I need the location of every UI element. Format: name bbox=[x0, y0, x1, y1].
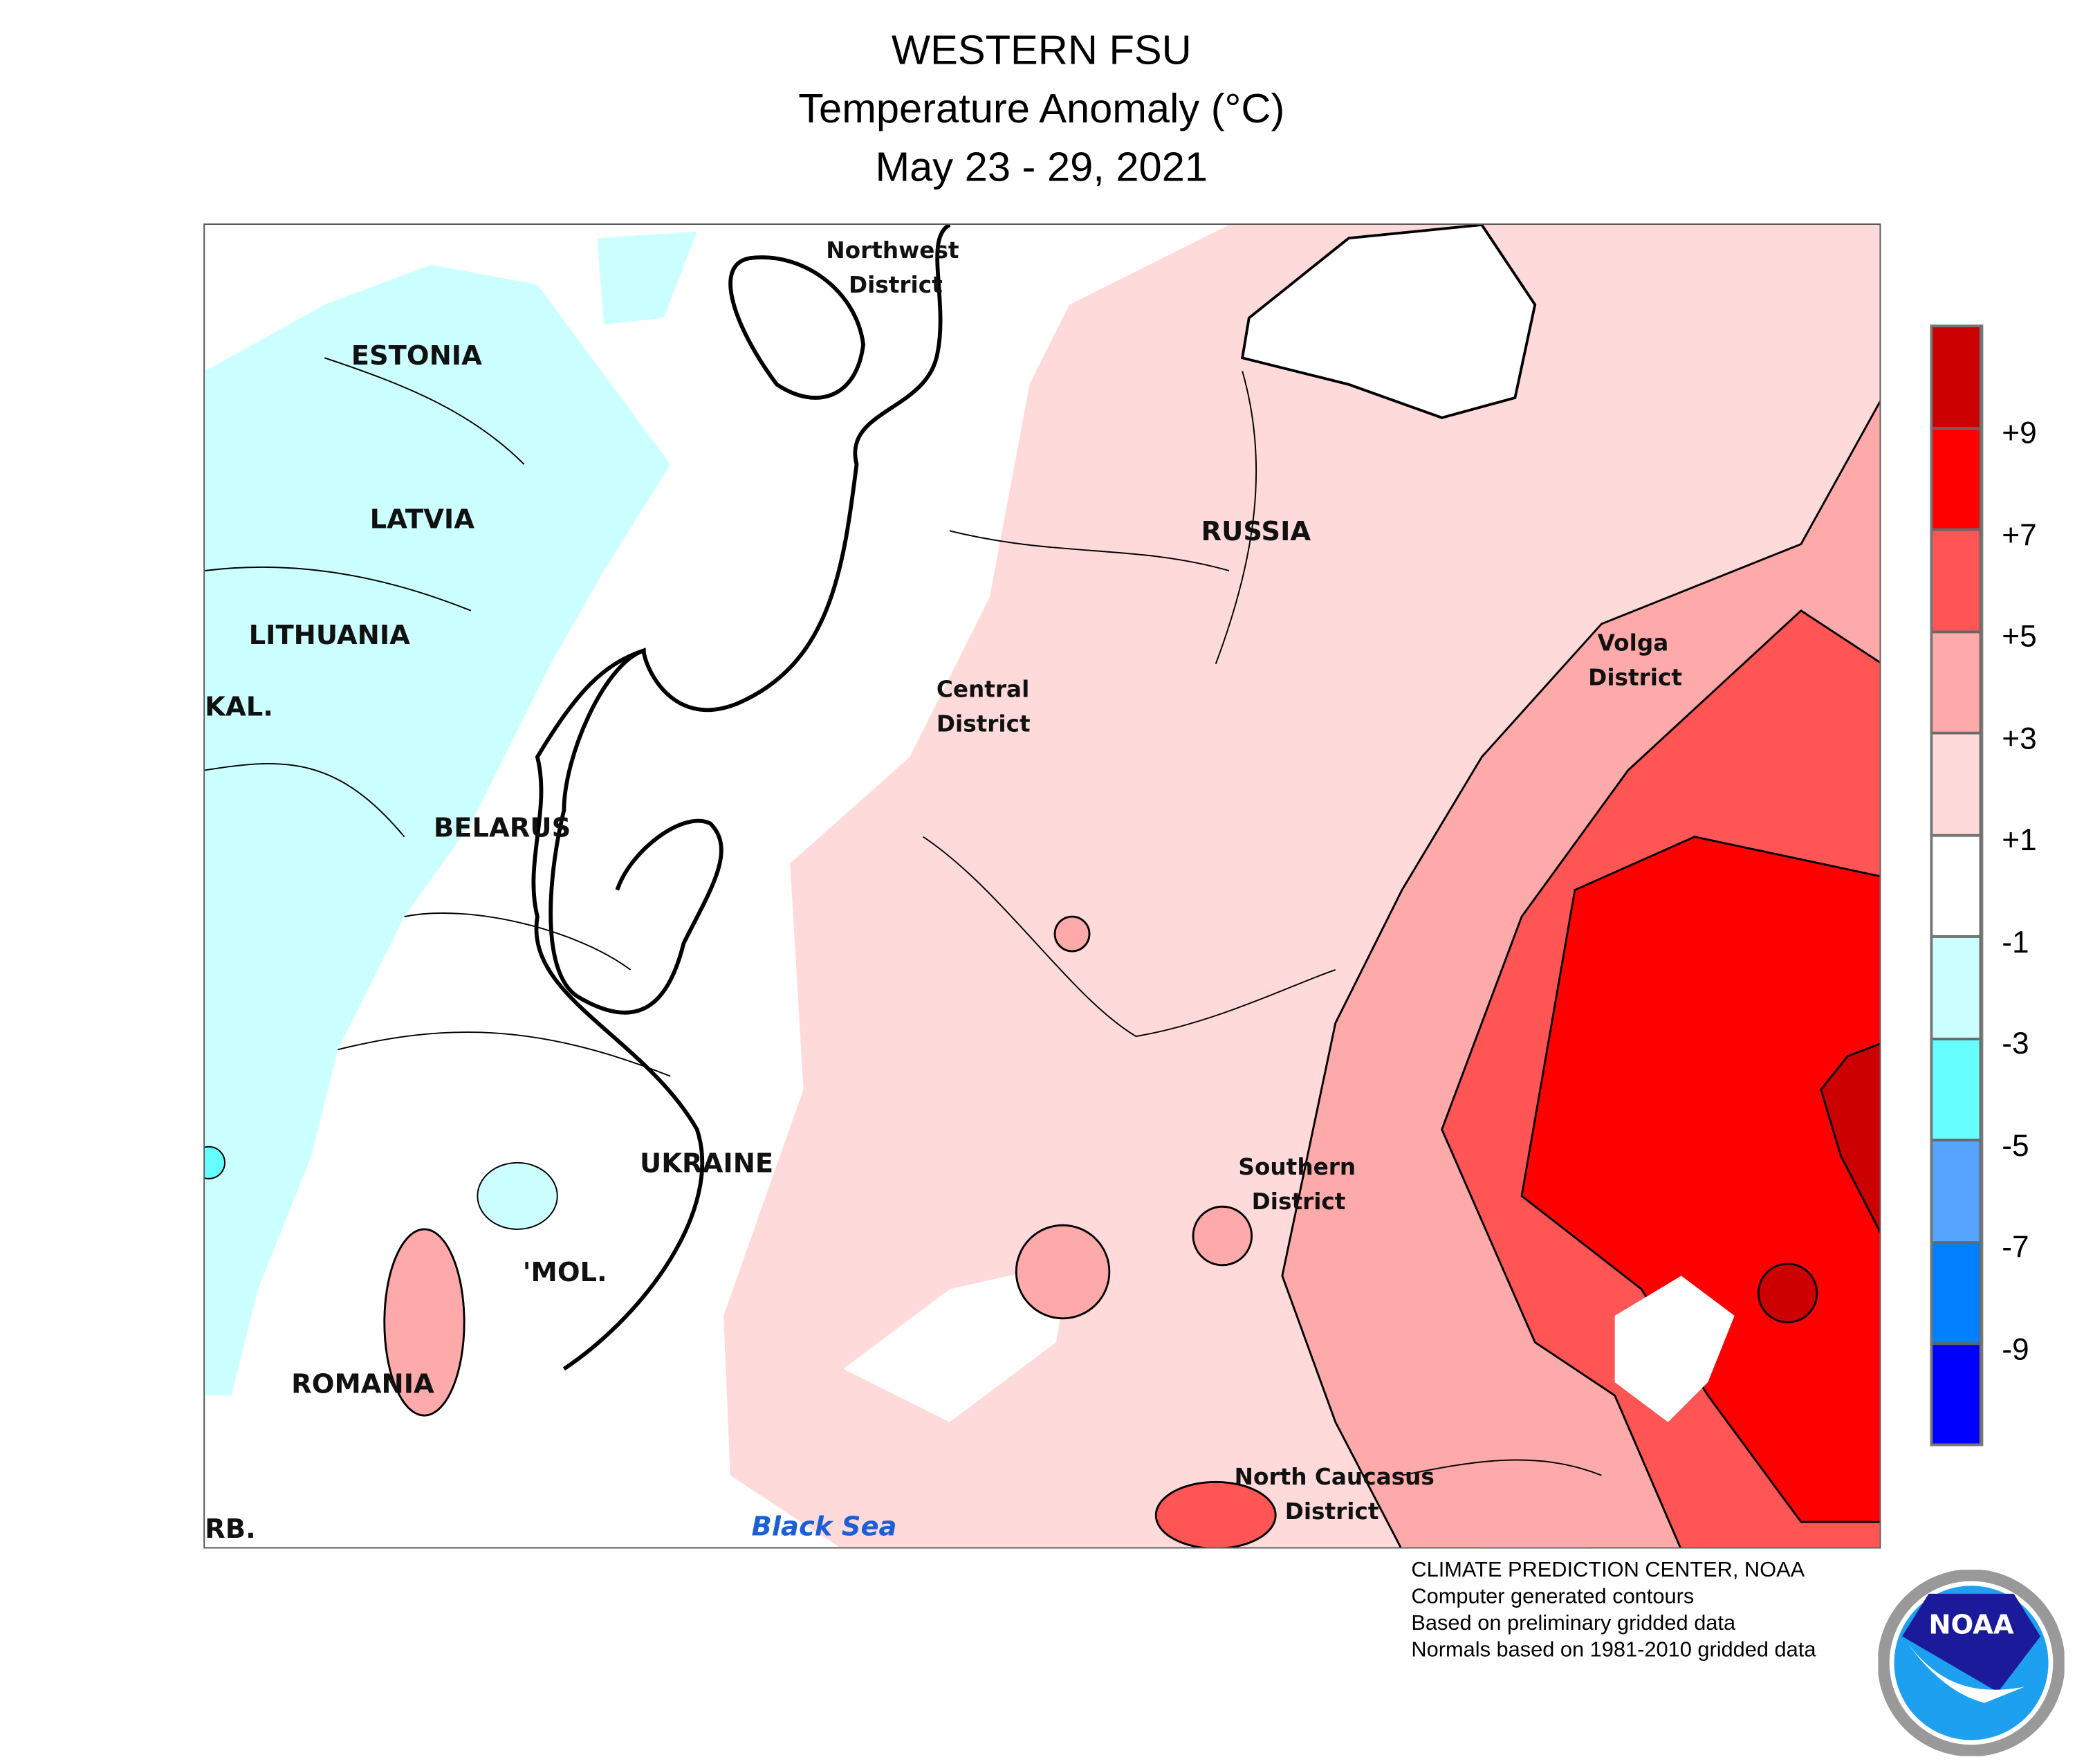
region-cool-minus1-minus3 bbox=[205, 264, 671, 1396]
legend-swatch bbox=[1931, 834, 1981, 937]
legend-swatch bbox=[1931, 1038, 1981, 1141]
legend-label: +1 bbox=[2002, 822, 2037, 857]
legend-swatch bbox=[1931, 326, 1981, 428]
label-latvia: LATVIA bbox=[369, 502, 475, 535]
legend-label: +3 bbox=[2002, 720, 2037, 755]
region-cool-minus3-minus5 bbox=[205, 1146, 225, 1179]
region-warm-romania bbox=[383, 1228, 465, 1417]
legend-swatch bbox=[1931, 733, 1981, 835]
legend-label: -7 bbox=[2002, 1229, 2029, 1264]
credit-line-2: Computer generated contours bbox=[1411, 1586, 1695, 1609]
legend-label: -1 bbox=[2002, 924, 2029, 959]
label-central-district: Central bbox=[936, 677, 1030, 704]
map-period: May 23 - 29, 2021 bbox=[875, 143, 1208, 191]
map-title: WESTERN FSU bbox=[891, 26, 1192, 73]
region-warm-9plus bbox=[1820, 1042, 1880, 1233]
region-neutral-crimea bbox=[843, 1262, 1070, 1422]
noaa-logo-text: NOAA bbox=[1928, 1610, 2014, 1641]
region-neutral-north bbox=[1240, 225, 1537, 419]
zero-contour bbox=[548, 648, 723, 1015]
label-north-caucasus-district: North Caucasus bbox=[1234, 1464, 1435, 1491]
legend-swatch bbox=[1931, 529, 1981, 632]
zero-contour bbox=[728, 255, 865, 400]
legend-label: +7 bbox=[2002, 517, 2037, 552]
label-estonia: ESTONIA bbox=[351, 339, 482, 371]
legend-label: -9 bbox=[2002, 1331, 2029, 1366]
region-warm-3-5-pocket bbox=[1192, 1205, 1253, 1267]
region-warm-3-5-pocket bbox=[1053, 915, 1091, 953]
credit-line-4: Normals based on 1981-2010 gridded data bbox=[1411, 1639, 1816, 1662]
legend-swatch bbox=[1931, 1242, 1981, 1344]
label-serbia: RB. bbox=[205, 1512, 256, 1545]
label-southern-district-2: District bbox=[1251, 1189, 1346, 1216]
legend-label: +9 bbox=[2002, 415, 2037, 450]
anomaly-contours bbox=[205, 225, 1880, 1547]
label-lithuania: LITHUANIA bbox=[248, 618, 410, 651]
region-warm-caucasus bbox=[1154, 1480, 1277, 1547]
region-warm-3-5-pocket bbox=[1015, 1224, 1111, 1320]
region-cool-moldova bbox=[477, 1161, 558, 1230]
label-russia: RUSSIA bbox=[1201, 515, 1311, 547]
legend-swatch bbox=[1931, 1343, 1981, 1446]
label-belarus: BELARUS bbox=[433, 811, 571, 844]
label-volga-district: Volga bbox=[1597, 630, 1669, 658]
region-warm-9plus-small bbox=[1757, 1262, 1818, 1324]
legend-label: -5 bbox=[2002, 1127, 2029, 1162]
noaa-logo: NOAA bbox=[1878, 1570, 2065, 1756]
label-kaliningrad: KAL. bbox=[205, 690, 273, 723]
label-southern-district: Southern bbox=[1238, 1155, 1356, 1182]
label-moldova: 'MOL. bbox=[522, 1256, 607, 1288]
region-warm-7-9 bbox=[1520, 836, 1880, 1523]
label-black-sea: Black Sea bbox=[751, 1509, 897, 1542]
label-romania: ROMANIA bbox=[291, 1367, 434, 1400]
legend-swatch bbox=[1931, 428, 1981, 530]
label-volga-district-2: District bbox=[1588, 665, 1682, 692]
credit-line-3: Based on preliminary gridded data bbox=[1411, 1612, 1736, 1635]
country-border bbox=[205, 357, 1602, 1476]
map-subtitle: Temperature Anomaly (°C) bbox=[798, 85, 1285, 132]
legend-label: -3 bbox=[2002, 1025, 2029, 1060]
label-northwest-district-2: District bbox=[848, 273, 943, 300]
label-ukraine: UKRAINE bbox=[640, 1146, 774, 1179]
label-north-caucasus-district-2: District bbox=[1284, 1499, 1379, 1526]
anomaly-map: ESTONIA LATVIA LITHUANIA KAL. BELARUS UK… bbox=[203, 223, 1881, 1549]
legend-swatch bbox=[1931, 631, 1981, 733]
label-northwest-district: Northwest bbox=[826, 238, 959, 265]
label-central-district-2: District bbox=[936, 711, 1031, 739]
legend-frame bbox=[1930, 324, 1984, 1446]
region-cool-small bbox=[597, 231, 697, 325]
credit-line-1: CLIMATE PREDICTION CENTER, NOAA bbox=[1411, 1559, 1805, 1582]
legend-label: +5 bbox=[2002, 618, 2037, 654]
